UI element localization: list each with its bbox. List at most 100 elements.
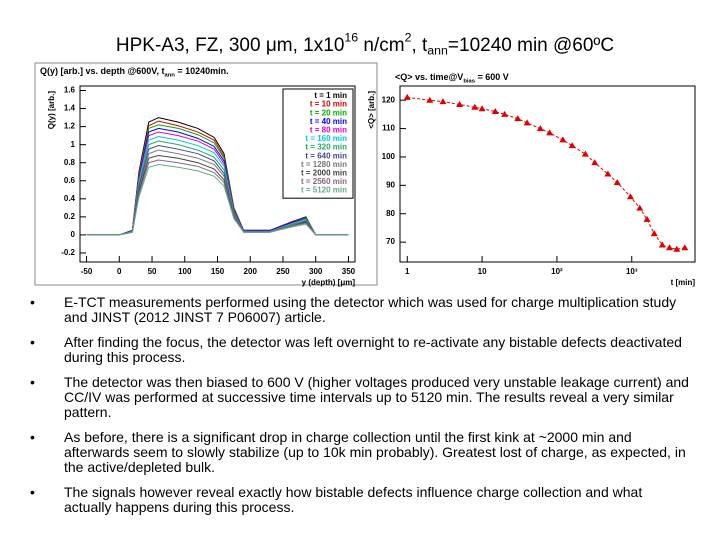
data-point bbox=[636, 204, 644, 211]
bullet: After finding the focus, the detector wa… bbox=[30, 335, 690, 365]
bullet: The signals however reveal exactly how b… bbox=[30, 485, 690, 515]
legend-entry: t = 1 min bbox=[314, 91, 347, 100]
legend-entry: t = 20 min bbox=[310, 108, 347, 117]
legend-entry: t = 160 min bbox=[305, 134, 347, 143]
title-part: ann bbox=[164, 72, 175, 78]
title-part: =10240 min @60ºC bbox=[448, 35, 614, 56]
y-tick-label: 100 bbox=[382, 152, 396, 161]
data-point bbox=[626, 193, 634, 200]
data-point bbox=[536, 125, 544, 132]
data-point bbox=[643, 215, 651, 222]
y-tick-label: 1.6 bbox=[64, 86, 76, 95]
data-point bbox=[613, 179, 621, 186]
data-point bbox=[471, 103, 479, 110]
data-point bbox=[658, 241, 666, 248]
y-tick-label: 70 bbox=[386, 237, 395, 246]
y-tick-label: 1 bbox=[71, 140, 76, 149]
y-axis-label: Q(y) [arb.] bbox=[47, 91, 56, 130]
y-axis-label: <Q> [arb.] bbox=[367, 91, 376, 129]
plot-area bbox=[399, 85, 696, 263]
data-point bbox=[514, 115, 522, 122]
legend-entry: t = 1280 min bbox=[301, 160, 347, 169]
data-point bbox=[403, 93, 411, 100]
data-point bbox=[666, 244, 674, 251]
y-tick-label: 120 bbox=[382, 95, 396, 104]
data-point bbox=[591, 159, 599, 166]
data-point bbox=[523, 119, 531, 126]
legend-entry: t = 5120 min bbox=[301, 186, 347, 195]
bullet: The detector was then biased to 600 V (h… bbox=[30, 375, 690, 420]
legend-entry: t = 640 min bbox=[305, 151, 347, 160]
data-point bbox=[546, 129, 554, 136]
x-tick-label: 10² bbox=[551, 267, 563, 276]
data-point bbox=[426, 96, 434, 103]
y-tick-label: 0 bbox=[71, 230, 76, 239]
x-tick-label: -50 bbox=[81, 267, 93, 276]
data-point bbox=[491, 108, 499, 115]
legend-entry: t = 2560 min bbox=[301, 177, 347, 186]
bullet: As before, there is a significant drop i… bbox=[30, 430, 690, 475]
y-tick-label: 0.6 bbox=[64, 176, 76, 185]
legend-entry: t = 10 min bbox=[310, 100, 347, 109]
y-tick-label: 1.4 bbox=[64, 104, 76, 113]
title-part: , t bbox=[411, 35, 428, 56]
legend-entry: t = 2000 min bbox=[301, 169, 347, 178]
x-tick-label: 1 bbox=[405, 267, 410, 276]
y-tick-label: 1.2 bbox=[64, 122, 76, 131]
legend-box bbox=[282, 88, 354, 199]
trend-line bbox=[407, 96, 685, 250]
data-point bbox=[681, 244, 689, 251]
y-tick-label: 0.4 bbox=[64, 194, 76, 203]
y-tick-label: 0.8 bbox=[64, 158, 76, 167]
chart-title: <Q> vs. time@Vbias​ = 600 V bbox=[395, 72, 509, 84]
charts: HPK-A3, FZ, 300 μm, 1x1016​ n/cm2​, tann… bbox=[34, 30, 700, 288]
title-part: 2 bbox=[405, 31, 412, 45]
legend-entry: t = 80 min bbox=[310, 126, 347, 135]
title-part: ann bbox=[427, 44, 448, 58]
x-tick-label: 350 bbox=[342, 267, 356, 276]
x-tick-label: 10³ bbox=[626, 267, 638, 276]
title-part: n/cm bbox=[358, 35, 404, 56]
x-tick-label: 100 bbox=[178, 267, 192, 276]
data-point bbox=[439, 98, 447, 105]
data-point bbox=[581, 150, 589, 157]
y-tick-label: 90 bbox=[386, 180, 395, 189]
x-tick-label: 0 bbox=[117, 267, 122, 276]
x-tick-label: 150 bbox=[211, 267, 225, 276]
x-tick-label: 300 bbox=[309, 267, 323, 276]
x-tick-label: 200 bbox=[244, 267, 258, 276]
y-tick-label: -0.2 bbox=[61, 248, 75, 257]
right-panel bbox=[380, 68, 700, 285]
legend-entry: t = 40 min bbox=[310, 117, 347, 126]
data-point bbox=[559, 136, 567, 143]
title-part: 16 bbox=[344, 31, 358, 45]
bullets: E-TCT measurements performed using the d… bbox=[30, 295, 690, 525]
title-part: HPK-A3, FZ, 300 μm, 1x10 bbox=[116, 35, 344, 56]
title-part: bias bbox=[463, 78, 475, 84]
data-point bbox=[478, 105, 486, 112]
title-part: <Q> vs. time@V bbox=[395, 72, 463, 82]
title-part: = 10240min. bbox=[175, 66, 229, 76]
y-tick-label: 80 bbox=[386, 209, 395, 218]
chart-title: Q(y) [arb.] vs. depth @600V, tann​ = 102… bbox=[40, 66, 229, 78]
title-part: = 600 V bbox=[475, 72, 509, 82]
series-line bbox=[86, 164, 349, 236]
y-tick-label: 0.2 bbox=[64, 212, 76, 221]
slide-title: HPK-A3, FZ, 300 μm, 1x1016​ n/cm2​, tann… bbox=[116, 31, 614, 58]
data-point bbox=[568, 142, 576, 149]
bullet: E-TCT measurements performed using the d… bbox=[30, 295, 690, 325]
y-tick-label: 110 bbox=[382, 124, 395, 133]
x-tick-label: 50 bbox=[148, 267, 157, 276]
title-part: Q(y) [arb.] vs. depth @600V, t bbox=[40, 66, 164, 76]
data-point bbox=[604, 170, 612, 177]
data-point bbox=[501, 110, 509, 117]
x-tick-label: 10 bbox=[478, 267, 487, 276]
legend-entry: t = 320 min bbox=[305, 143, 347, 152]
x-tick-label: 250 bbox=[276, 267, 290, 276]
data-point bbox=[456, 100, 464, 107]
x-axis-label: y (depth) [μm] bbox=[302, 278, 356, 287]
data-point bbox=[673, 245, 681, 252]
data-point bbox=[650, 230, 658, 237]
x-axis-label: t [min] bbox=[671, 278, 696, 287]
